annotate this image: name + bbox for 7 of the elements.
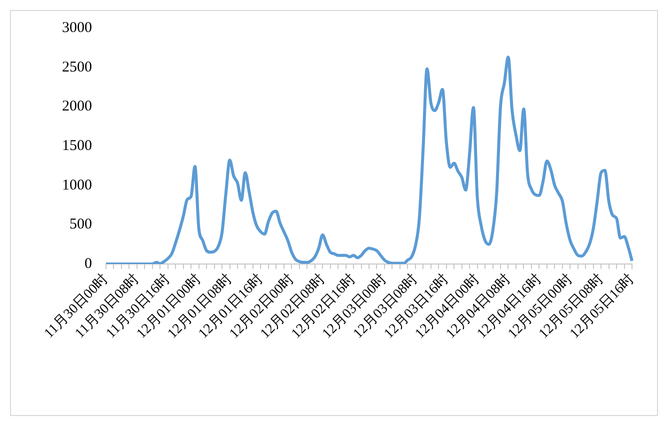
- y-tick-label: 1500: [62, 138, 92, 154]
- y-tick-label: 1000: [62, 177, 92, 194]
- y-tick-label: 500: [70, 216, 92, 233]
- y-tick-label: 2000: [62, 98, 92, 115]
- y-tick-label: 0: [84, 256, 92, 272]
- y-tick-label: 3000: [62, 20, 92, 36]
- y-tick-label: 2500: [62, 59, 92, 76]
